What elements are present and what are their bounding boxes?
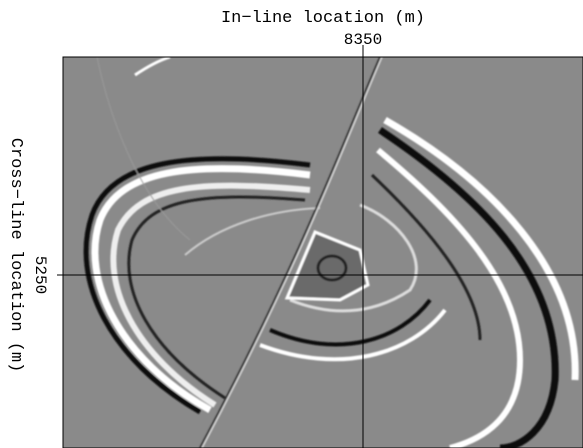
y-tick-label: 5250 [31, 256, 49, 294]
x-tick-label: 8350 [344, 31, 382, 49]
y-axis-label: Cross−line location (m) [6, 138, 25, 373]
figure: In−line location (m) 8350 Cross−line loc… [0, 0, 583, 448]
seismic-image [63, 57, 583, 448]
x-axis-label: In−line location (m) [221, 9, 425, 28]
